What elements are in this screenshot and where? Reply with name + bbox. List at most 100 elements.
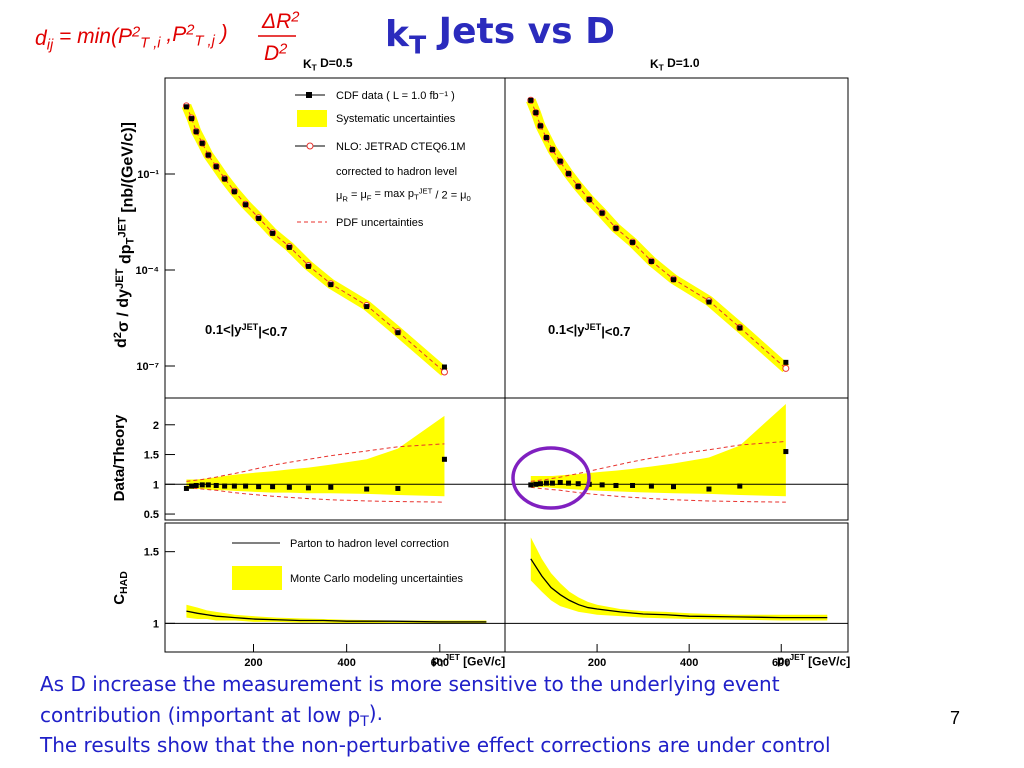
data-point	[395, 485, 401, 491]
text-piece: P	[118, 25, 132, 48]
highlight-circle	[511, 446, 591, 510]
text-piece: ΔR	[261, 10, 291, 33]
data-point	[648, 258, 654, 264]
data-point	[328, 484, 334, 490]
data-point	[737, 325, 743, 331]
data-point	[305, 263, 311, 269]
data-point	[557, 158, 563, 164]
y-tick-label: 10⁻¹	[137, 169, 159, 181]
y-tick-label: 10⁻⁷	[136, 361, 159, 373]
uncertainty-band	[530, 403, 786, 497]
formula-denominator: D2	[264, 41, 287, 65]
text-piece: T	[414, 192, 419, 201]
x-tick-label: 600	[772, 657, 790, 669]
text-piece: JET	[585, 322, 602, 332]
legend-text: Monte Carlo modeling uncertainties	[290, 573, 464, 585]
data-point	[183, 104, 189, 110]
data-point	[395, 330, 401, 336]
data-point	[441, 456, 447, 462]
data-point	[613, 225, 619, 231]
text-piece: k	[385, 14, 410, 55]
text-piece: T	[312, 63, 318, 73]
data-point	[213, 164, 219, 170]
data-point	[364, 304, 370, 310]
x-tick-label: 400	[337, 657, 355, 669]
text-piece: = μ	[348, 189, 367, 201]
data-point	[549, 480, 555, 486]
text-piece: [GeV/c]	[460, 655, 505, 669]
data-point	[213, 482, 219, 488]
note-text: As D increase the measurement is more se…	[40, 672, 780, 696]
text-piece: 2	[290, 9, 299, 25]
data-point	[364, 486, 370, 492]
text-piece: dp	[117, 244, 134, 268]
legend: Parton to hadron level correction Monte …	[232, 538, 464, 590]
legend-swatch	[232, 566, 282, 590]
note-text: contribution (important at low pT).	[40, 701, 383, 730]
data-point	[328, 282, 334, 288]
theory-point	[440, 368, 448, 376]
data-point	[189, 483, 195, 489]
text-piece: T	[359, 714, 369, 730]
legend-text: NLO: JETRAD CTEQ6.1M	[336, 141, 466, 153]
y-tick-label: 1.5	[144, 547, 159, 559]
text-piece: ).	[369, 701, 383, 725]
data-point	[205, 482, 211, 488]
data-point	[189, 116, 195, 122]
panel-frame	[504, 522, 849, 653]
x-axis-title: pTJET [GeV/c]	[777, 652, 850, 668]
text-piece: F	[367, 193, 372, 202]
legend-swatch	[297, 110, 327, 127]
theory-point	[782, 364, 790, 372]
data-point	[199, 140, 205, 146]
data-point	[671, 277, 677, 283]
panel-title: KT D=1.0	[650, 56, 700, 73]
text-piece: C	[111, 594, 128, 605]
data-point	[575, 183, 581, 189]
text-piece: JET	[114, 268, 126, 289]
charts: 10⁻¹ 10⁻⁴ 10⁻⁷ 0.5 1 1.5 2 1 1.5 200 400 600 200 400 6…	[136, 77, 849, 669]
x-tick-label: 400	[680, 657, 698, 669]
text-piece: T	[439, 659, 445, 669]
formula: dij = min(P2T ,i ,P2T ,j )	[35, 21, 228, 53]
correction-curve	[530, 558, 828, 619]
data-point	[783, 359, 789, 365]
legend-text: μR = μF = max pTJET / 2 = μ0	[336, 187, 471, 204]
data-point	[205, 152, 211, 158]
pdf-uncertainty	[186, 486, 445, 503]
data-point	[231, 483, 237, 489]
text-piece: |<0.7	[258, 324, 287, 339]
data-point	[256, 215, 262, 221]
text-piece: JET	[242, 322, 259, 332]
data-point	[243, 483, 249, 489]
x-tick-label: 200	[588, 657, 606, 669]
data-point	[533, 481, 539, 487]
x-axis-title: pTJET [GeV/c]	[432, 652, 505, 668]
y-tick-label: 2	[153, 420, 159, 432]
data-point	[613, 482, 619, 488]
text-piece: σ / dy	[115, 289, 132, 332]
text-piece: P	[172, 23, 186, 46]
data-point	[783, 449, 789, 455]
data-point	[599, 210, 605, 216]
data-point	[222, 176, 228, 182]
text-piece: Jets vs D	[426, 11, 615, 52]
data-point	[199, 482, 205, 488]
data-point	[599, 482, 605, 488]
correction-curve	[186, 610, 487, 623]
formula-numerator: ΔR2	[261, 9, 299, 33]
text-piece: T ,i	[140, 36, 161, 52]
text-piece: = max p	[371, 188, 414, 200]
x-tick-label: 600	[431, 657, 449, 669]
data-point	[286, 484, 292, 490]
text-piece: [GeV/c]	[805, 655, 850, 669]
data-point	[566, 171, 572, 177]
data-point	[270, 230, 276, 236]
data-point	[586, 196, 592, 202]
data-point	[193, 482, 199, 488]
legend-marker	[306, 92, 312, 98]
y-axis-title: CHAD	[111, 571, 130, 605]
text-piece: HAD	[118, 571, 130, 594]
